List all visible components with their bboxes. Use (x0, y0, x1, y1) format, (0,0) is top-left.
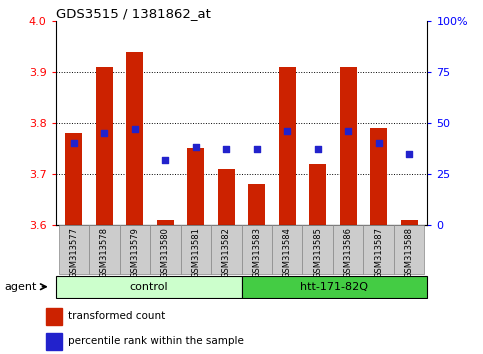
Bar (394, 225, 425, 274)
Point (131, 126, 139, 132)
Text: GSM313583: GSM313583 (252, 227, 261, 278)
Bar (272, 225, 302, 274)
Bar (370, 128, 387, 225)
Point (253, 147, 261, 152)
Text: GSM313588: GSM313588 (405, 227, 413, 278)
Text: GSM313585: GSM313585 (313, 227, 322, 278)
Bar (333, 225, 363, 274)
Text: agent: agent (5, 282, 37, 292)
Text: GSM313581: GSM313581 (191, 227, 200, 278)
Text: percentile rank within the sample: percentile rank within the sample (68, 336, 244, 346)
Point (284, 128, 291, 134)
Bar (89, 225, 120, 274)
Bar (248, 184, 265, 225)
Text: control: control (129, 282, 168, 292)
Text: GSM313578: GSM313578 (100, 227, 109, 278)
Bar (211, 225, 242, 274)
Bar (96, 67, 113, 225)
Point (344, 128, 352, 134)
Bar (309, 164, 326, 225)
Text: GSM313584: GSM313584 (283, 227, 292, 278)
Point (222, 147, 230, 152)
Bar (187, 148, 204, 225)
Bar (58, 225, 89, 274)
Bar (340, 67, 356, 225)
Bar (157, 220, 174, 225)
Point (70, 141, 78, 146)
Point (161, 157, 169, 162)
Text: transformed count: transformed count (68, 311, 166, 321)
Bar (218, 169, 235, 225)
Point (405, 151, 413, 156)
Bar (181, 225, 211, 274)
Bar (127, 52, 143, 225)
Point (100, 130, 108, 136)
Text: GSM313587: GSM313587 (374, 227, 383, 278)
Bar (46, 308, 61, 325)
Point (375, 141, 383, 146)
Bar (120, 225, 150, 274)
Bar (66, 133, 82, 225)
Text: htt-171-82Q: htt-171-82Q (300, 282, 369, 292)
Bar (363, 225, 394, 274)
Text: GSM313577: GSM313577 (70, 227, 78, 278)
Text: GSM313586: GSM313586 (344, 227, 353, 278)
Text: GSM313580: GSM313580 (161, 227, 170, 278)
Bar (150, 225, 181, 274)
Text: GSM313582: GSM313582 (222, 227, 231, 278)
Bar (46, 333, 61, 350)
Text: GDS3515 / 1381862_at: GDS3515 / 1381862_at (56, 7, 211, 20)
Bar (56, 275, 242, 298)
Bar (279, 67, 296, 225)
Bar (242, 275, 427, 298)
Bar (242, 225, 272, 274)
Bar (401, 220, 417, 225)
Bar (302, 225, 333, 274)
Text: GSM313579: GSM313579 (130, 227, 139, 278)
Point (314, 147, 322, 152)
Point (192, 144, 199, 150)
